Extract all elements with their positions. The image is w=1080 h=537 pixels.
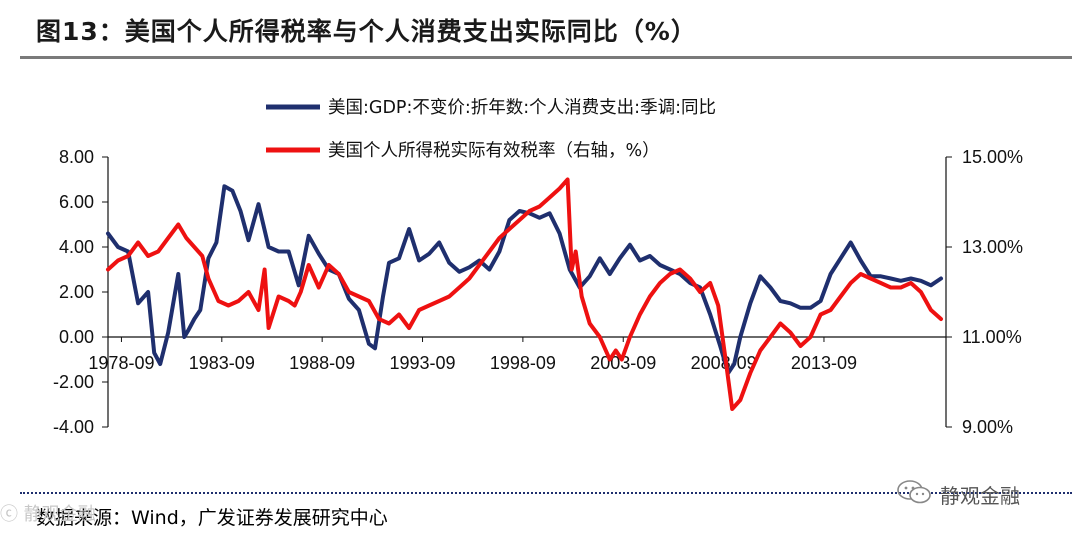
series-lines [106, 177, 943, 411]
x-tick-label: 1983-09 [189, 353, 255, 373]
right-tick-label: 13.00% [962, 237, 1023, 257]
left-tick-label: 8.00 [59, 147, 94, 167]
right-tick-label: 11.00% [962, 327, 1022, 347]
x-tick-label: 2003-09 [590, 353, 656, 373]
tax-rate-line [106, 177, 943, 411]
legend-label-consumption: 美国:GDP:不变价:折年数:个人消费支出:季调:同比 [328, 98, 716, 118]
left-tick-label: 0.00 [59, 327, 94, 347]
right-tick-label: 15.00% [962, 147, 1023, 167]
title-divider [20, 56, 1072, 59]
axes: -4.00 -2.00 0.00 2.00 4.00 6.00 8.00 9.00% 11.00… [53, 147, 1023, 437]
left-tick-label: 4.00 [59, 237, 94, 257]
right-tick-label: 9.00% [962, 417, 1013, 437]
wechat-icon [897, 480, 931, 504]
x-tick-label: 1993-09 [389, 353, 455, 373]
corner-watermark: ⓒ 静观金融 [0, 504, 96, 525]
footer-divider [20, 492, 1072, 494]
source-note: 数据来源：Wind，广发证券发展研究中心 [36, 507, 388, 529]
page-title: 图13：美国个人所得税率与个人消费支出实际同比（%） [36, 17, 697, 46]
watermark: 静观金融 [940, 484, 1020, 508]
x-tick-label: 1978-09 [88, 353, 154, 373]
legend-label-tax-rate: 美国个人所得税实际有效税率（右轴，%） [328, 141, 660, 161]
x-tick-label: 2013-09 [791, 353, 857, 373]
left-tick-label: 2.00 [59, 282, 94, 302]
x-tick-label: 1998-09 [490, 353, 556, 373]
left-tick-label: -2.00 [53, 372, 94, 392]
left-tick-label: 6.00 [59, 192, 94, 212]
legend: 美国:GDP:不变价:折年数:个人消费支出:季调:同比 美国个人所得税实际有效税… [266, 98, 716, 161]
x-tick-label: 1988-09 [289, 353, 355, 373]
left-tick-label: -4.00 [53, 417, 94, 437]
